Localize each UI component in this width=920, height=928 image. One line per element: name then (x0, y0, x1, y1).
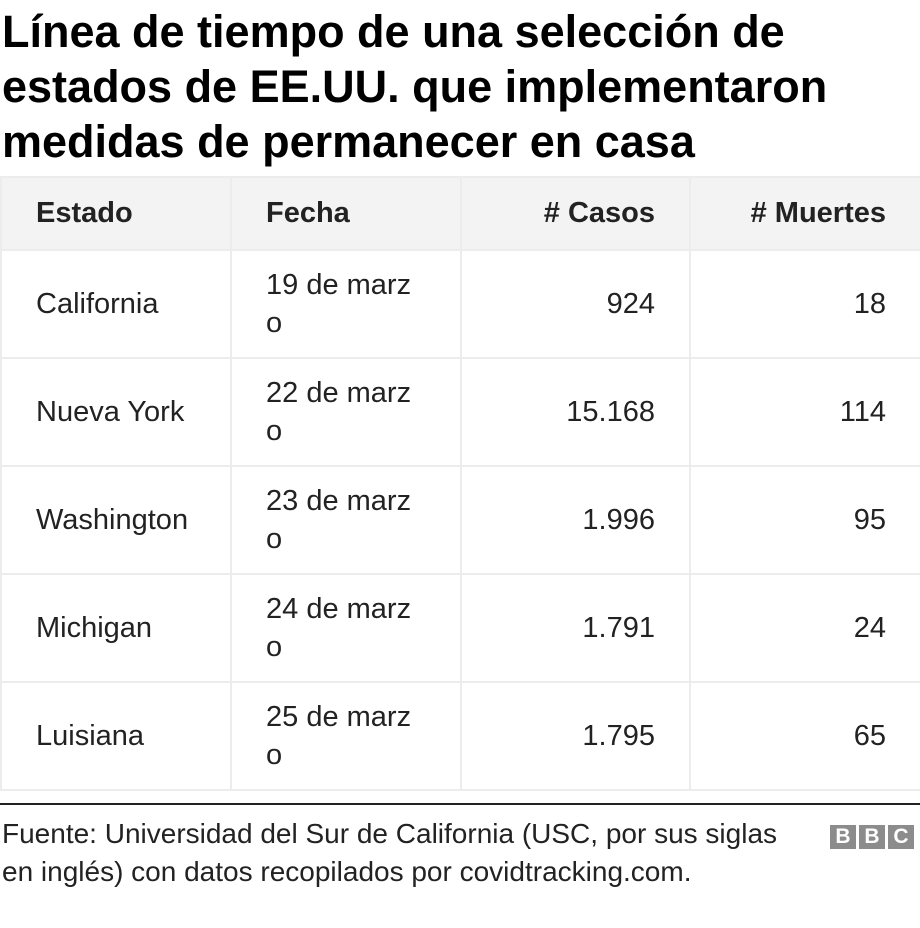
cell-estado: Luisiana (0, 681, 232, 791)
cell-fecha: 25 de marzo (230, 681, 462, 791)
cell-estado: Michigan (0, 573, 232, 683)
cell-fecha: 22 de marzo (230, 357, 462, 467)
cell-estado: Washington (0, 465, 232, 575)
table-row: Nueva York 22 de marzo 15.168 114 (0, 357, 920, 467)
column-header-fecha: Fecha (230, 176, 462, 251)
cell-muertes: 95 (689, 465, 920, 575)
logo-letter: B (859, 825, 885, 849)
column-header-casos: # Casos (460, 176, 691, 251)
cell-casos: 1.795 (460, 681, 691, 791)
cell-estado: California (0, 249, 232, 359)
bbc-logo: B B C (830, 825, 914, 849)
cell-muertes: 24 (689, 573, 920, 683)
cell-casos: 15.168 (460, 357, 691, 467)
cell-fecha: 23 de marzo (230, 465, 462, 575)
source-note: Fuente: Universidad del Sur de Californi… (2, 818, 778, 887)
cell-fecha: 24 de marzo (230, 573, 462, 683)
data-table: Estado Fecha # Casos # Muertes Californi… (0, 176, 920, 791)
cell-muertes: 114 (689, 357, 920, 467)
cell-muertes: 18 (689, 249, 920, 359)
column-header-muertes: # Muertes (689, 176, 920, 251)
logo-letter: B (830, 825, 856, 849)
table-row: Washington 23 de marzo 1.996 95 (0, 465, 920, 575)
cell-casos: 1.791 (460, 573, 691, 683)
footer-divider (0, 803, 920, 805)
table-row: Michigan 24 de marzo 1.791 24 (0, 573, 920, 683)
cell-casos: 1.996 (460, 465, 691, 575)
column-header-estado: Estado (0, 176, 232, 251)
table-row: Luisiana 25 de marzo 1.795 65 (0, 681, 920, 791)
logo-letter: C (888, 825, 914, 849)
cell-estado: Nueva York (0, 357, 232, 467)
chart-title: Línea de tiempo de una selección de esta… (2, 6, 828, 167)
cell-muertes: 65 (689, 681, 920, 791)
cell-casos: 924 (460, 249, 691, 359)
table-row: California 19 de marzo 924 18 (0, 249, 920, 359)
table-header-row: Estado Fecha # Casos # Muertes (0, 176, 920, 251)
cell-fecha: 19 de marzo (230, 249, 462, 359)
